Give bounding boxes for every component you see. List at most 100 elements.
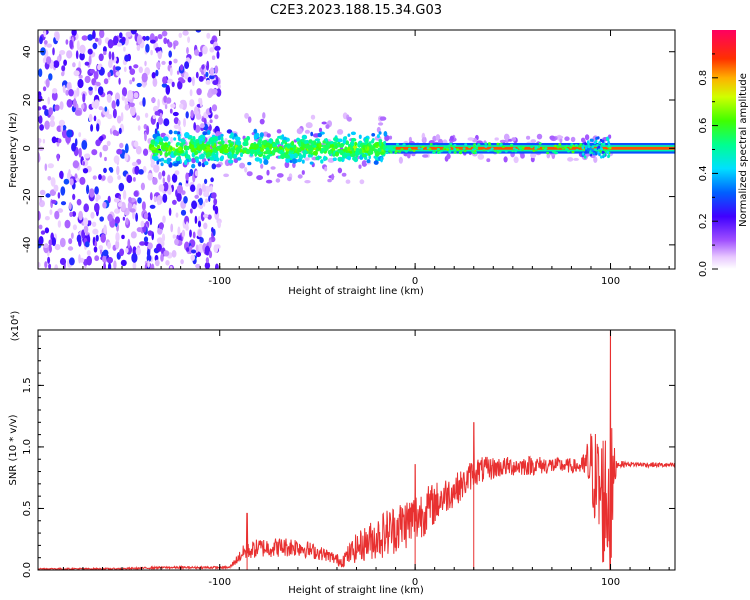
spectrogram-noise-mark bbox=[143, 236, 149, 243]
spectrogram-noise-mark bbox=[117, 175, 121, 180]
snr-xtick-label: 0 bbox=[412, 577, 418, 588]
spectrogram-noise-mark bbox=[59, 101, 64, 110]
spectrogram-line-jitter bbox=[607, 149, 610, 152]
spectrogram-noise-mark bbox=[199, 237, 204, 244]
spectrogram-noise-mark bbox=[44, 109, 49, 116]
spectrogram-line-mark bbox=[154, 128, 158, 135]
spectrogram-axes: -100 0 100 -40 -20 0 20 40 bbox=[22, 30, 675, 287]
spectrogram-haze-mark bbox=[310, 114, 316, 120]
spectrogram-line-jitter bbox=[459, 151, 462, 155]
spectrogram-noise-mark bbox=[93, 246, 98, 253]
spectrogram-line-mark bbox=[296, 137, 301, 142]
spectrogram-noise-mark bbox=[177, 80, 183, 90]
spectrogram-edge-mark bbox=[601, 139, 605, 143]
spectrogram-noise-mark bbox=[84, 241, 90, 248]
spectrogram-noise-mark bbox=[79, 52, 85, 61]
spectrogram-noise-mark bbox=[113, 197, 120, 203]
spectrogram-haze-mark bbox=[276, 129, 282, 134]
spectrogram-haze-mark bbox=[275, 178, 281, 183]
spectrogram-noise-mark bbox=[211, 227, 214, 233]
spectrogram-noise-mark bbox=[150, 263, 155, 269]
spectrogram-noise-mark bbox=[92, 30, 96, 40]
spectrogram-haze-mark bbox=[259, 118, 265, 125]
spectrogram-noise-mark bbox=[88, 55, 92, 66]
spectrogram-noise-mark bbox=[169, 67, 173, 76]
spectrogram-edge-mark bbox=[598, 153, 601, 157]
spectrogram-line-mark bbox=[286, 143, 291, 149]
spectrogram-noise-mark bbox=[47, 96, 50, 105]
spectrogram-noise-mark bbox=[162, 177, 165, 185]
spectrogram-edge-mark bbox=[603, 152, 606, 157]
spectrogram-line-mark bbox=[368, 150, 374, 155]
spectrogram-edge-mark bbox=[607, 154, 610, 159]
spectrogram-noise-mark bbox=[208, 239, 212, 249]
spectrogram-noise-mark bbox=[123, 46, 126, 52]
spectrogram-line-mark bbox=[199, 141, 203, 145]
spectrogram-haze-mark bbox=[301, 170, 305, 175]
spectrogram-noise-mark bbox=[102, 201, 107, 209]
spectrogram-noise-mark bbox=[107, 175, 114, 184]
spectrogram-haze-mark bbox=[422, 154, 429, 158]
spectrogram-noise-mark bbox=[124, 36, 129, 46]
spectrogram-line-mark bbox=[151, 146, 157, 151]
spectrogram-noise-mark bbox=[204, 178, 208, 184]
spectrogram-edge-mark bbox=[589, 147, 592, 151]
spectrogram-noise-mark bbox=[132, 261, 137, 269]
spectrogram-haze-mark bbox=[486, 158, 491, 163]
spectrogram-line-jitter bbox=[608, 146, 612, 150]
spectrogram-edge-mark bbox=[601, 150, 605, 154]
spectrogram-line-mark bbox=[318, 142, 322, 148]
spectrogram-line-mark bbox=[150, 139, 156, 145]
spectrogram-noise-mark bbox=[146, 254, 152, 262]
spectrogram-noise-mark bbox=[99, 151, 102, 158]
spectrogram-haze-mark bbox=[511, 137, 517, 142]
spectrogram-noise-mark bbox=[86, 250, 91, 256]
spectrogram-line-jitter bbox=[409, 148, 413, 152]
spectrogram-noise-mark bbox=[203, 222, 208, 230]
spectrogram-edge-mark bbox=[597, 136, 600, 140]
spectrogram-noise-mark bbox=[174, 238, 179, 246]
spectrogram-noise-mark bbox=[208, 195, 211, 202]
spectrogram-noise-mark bbox=[107, 241, 111, 250]
spectrogram-noise-mark bbox=[38, 94, 43, 102]
figure-title: C2E3.2023.188.15.34.G03 bbox=[270, 3, 442, 18]
spectrogram-line-jitter bbox=[488, 149, 492, 152]
spectrogram-haze-mark bbox=[304, 157, 310, 161]
spectrogram-haze-mark bbox=[246, 171, 253, 177]
spectrogram-line-jitter bbox=[471, 148, 475, 151]
spectrogram-line-jitter bbox=[504, 150, 508, 153]
spectrogram-line-jitter bbox=[468, 145, 471, 149]
spectrogram-noise-mark bbox=[118, 182, 125, 192]
spectrogram-line-jitter bbox=[511, 149, 515, 153]
spectrogram-noise-mark bbox=[158, 222, 164, 230]
spectrogram-line-mark bbox=[293, 152, 298, 158]
spectrogram-noise-mark bbox=[194, 124, 201, 133]
spectrogram-noise-mark bbox=[190, 254, 195, 261]
spectrogram-noise-mark bbox=[92, 175, 97, 180]
spectrogram-line-mark bbox=[322, 140, 326, 144]
colorbar-tick-label: 0.6 bbox=[698, 118, 709, 134]
spectrogram-line-jitter bbox=[398, 150, 402, 153]
spectrogram-noise-mark bbox=[43, 40, 48, 45]
spectrogram-line-mark bbox=[358, 134, 362, 139]
spectrogram-line-mark bbox=[350, 140, 355, 147]
spectrogram-line-mark bbox=[215, 157, 220, 162]
spectrogram-line-mark bbox=[371, 138, 375, 142]
spectrogram-haze-mark bbox=[297, 174, 303, 179]
spectrogram-noise-mark bbox=[100, 233, 106, 243]
spectrogram-line-mark bbox=[206, 151, 212, 157]
spectrogram-noise-mark bbox=[124, 54, 130, 62]
spectrogram-noise-mark bbox=[194, 49, 200, 56]
spectrogram-line-jitter bbox=[515, 148, 519, 151]
spectrogram-noise-mark bbox=[156, 121, 159, 130]
spectrogram-noise-mark bbox=[157, 200, 161, 206]
spectrogram-noise-mark bbox=[52, 47, 55, 56]
spectrogram-noise-mark bbox=[119, 142, 124, 149]
spectrogram-noise-mark bbox=[154, 111, 160, 116]
spectrogram-line-jitter bbox=[392, 146, 396, 149]
spectrogram-noise-mark bbox=[152, 114, 156, 120]
spectrogram-line-jitter bbox=[428, 148, 432, 151]
spectrogram-noise-mark bbox=[152, 77, 158, 87]
spectrogram-noise-mark bbox=[197, 220, 202, 228]
spectrogram-noise-mark bbox=[74, 138, 78, 147]
